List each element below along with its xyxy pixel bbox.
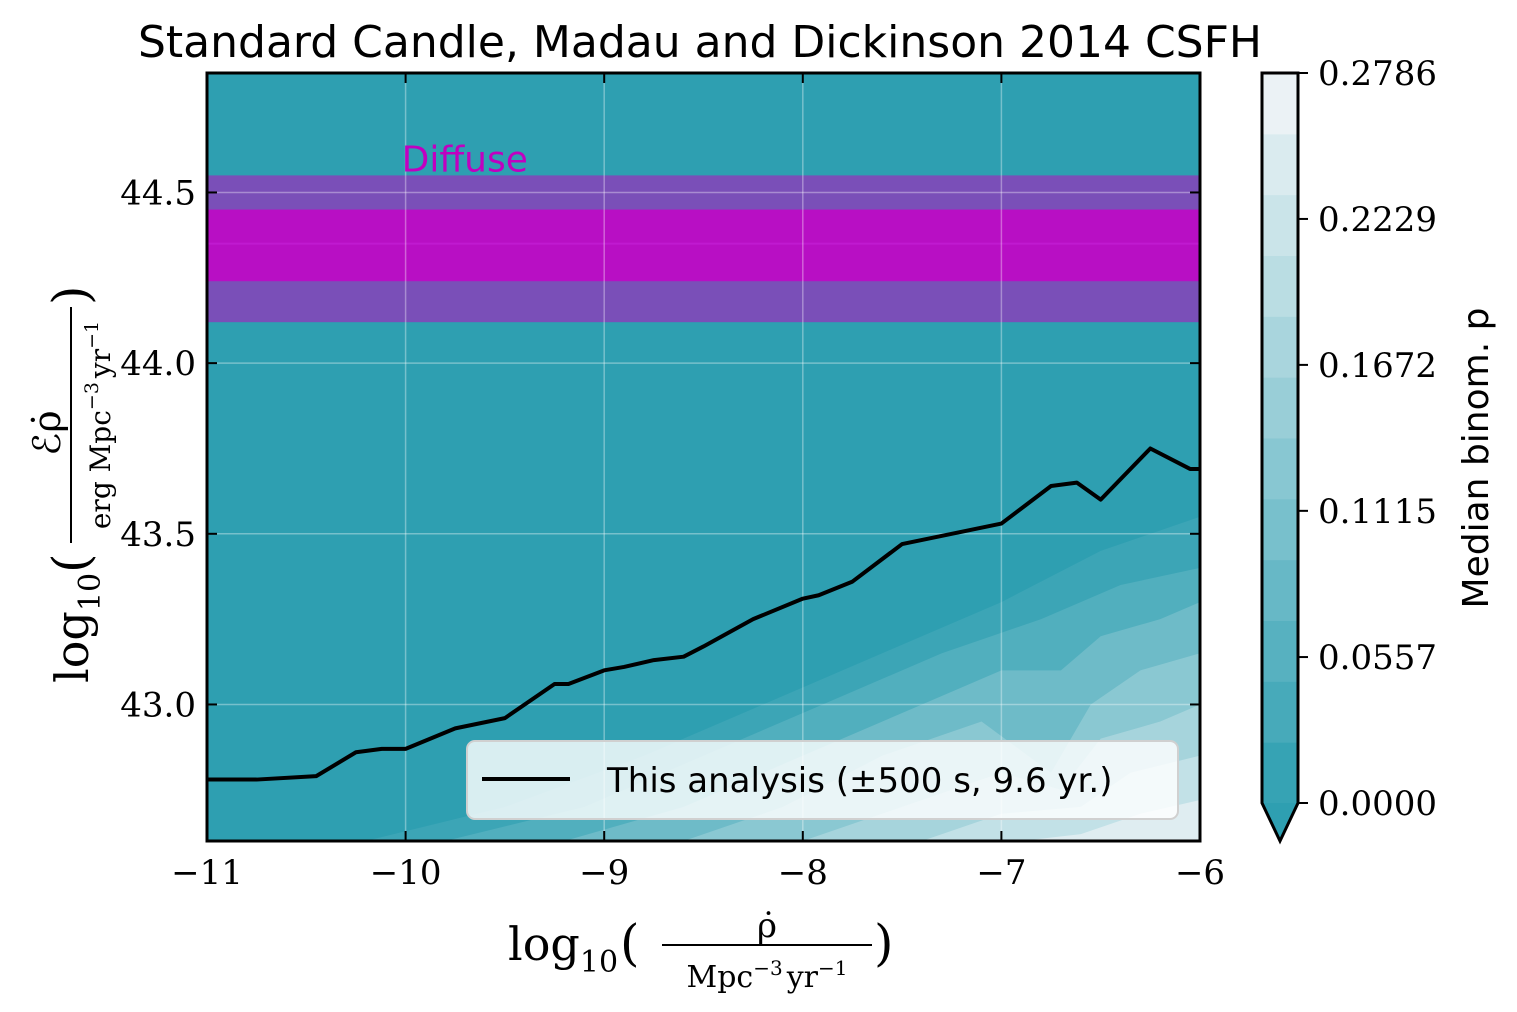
y-axis-label: log10 ( ℰρ̇ erg Mpc−3yr−1 ) xyxy=(25,285,117,683)
colorbar-segment-1 xyxy=(1262,681,1298,743)
colorbar-tick-label-1: 0.0557 xyxy=(1318,638,1437,678)
legend: This analysis (±500 s, 9.6 yr.) xyxy=(466,740,1179,820)
colorbar-segment-4 xyxy=(1262,498,1298,561)
xlabel-denominator: Mpc−3 yr−1 xyxy=(687,956,848,995)
x-tick-label-0: −11 xyxy=(171,853,243,893)
colorbar-segment-6 xyxy=(1262,377,1298,439)
colorbar-segment-3 xyxy=(1262,559,1298,621)
x-tick-label-4: −7 xyxy=(976,853,1026,893)
xlabel-open-paren: ( xyxy=(620,914,640,972)
contour-region-6 xyxy=(1021,800,1200,841)
colorbar-tick-label-4: 0.2229 xyxy=(1318,200,1437,240)
y-axis: 43.0 43.5 44.0 44.5 xyxy=(120,173,1200,725)
colorbar-segment-5 xyxy=(1262,438,1298,500)
y-tick-label-2: 44.0 xyxy=(120,344,196,384)
grid-layer xyxy=(207,73,1200,841)
colorbar-label: Median binom. p xyxy=(1456,308,1497,609)
y-tick-label-0: 43.0 xyxy=(120,685,196,725)
ylabel-close-paren: ) xyxy=(42,285,100,305)
colorbar-extend-triangle xyxy=(1262,803,1298,841)
series-layer xyxy=(207,446,1200,782)
colorbar-segment-11 xyxy=(1262,73,1298,135)
colorbar-tick-label-0: 0.0000 xyxy=(1318,784,1437,824)
colorbar-segment-7 xyxy=(1262,316,1298,378)
chart-title: Standard Candle, Madau and Dickinson 201… xyxy=(138,17,1262,68)
diffuse-annotation: Diffuse xyxy=(402,139,528,180)
xlabel-close-paren: ) xyxy=(874,914,894,972)
plot-frame xyxy=(205,71,1202,843)
colorbar-segments xyxy=(1262,73,1298,804)
colorbar-tick-label-5: 0.2786 xyxy=(1318,54,1437,94)
x-axis-label: log10 ( ρ̇ Mpc−3 yr−1 ) xyxy=(508,906,894,995)
colorbar-segment-8 xyxy=(1262,255,1298,317)
band-layer xyxy=(207,175,1200,323)
colorbar-segment-10 xyxy=(1262,133,1298,196)
ylabel-open-paren: ( xyxy=(42,553,100,573)
ylabel-denominator: erg Mpc−3yr−1 xyxy=(81,321,117,529)
x-tick-label-5: −6 xyxy=(1175,853,1225,893)
x-tick-label-3: −8 xyxy=(778,853,828,893)
x-tick-label-1: −10 xyxy=(370,853,442,893)
colorbar: 0.0000 0.0557 0.1115 0.1672 0.2229 0.2786 Med… xyxy=(1260,54,1497,845)
xlabel-log: log10 xyxy=(508,917,618,980)
colorbar-tick-label-3: 0.1672 xyxy=(1318,346,1437,386)
ylabel-log: log10 xyxy=(45,573,108,683)
diffuse-band-1 xyxy=(207,209,1200,282)
x-tick-label-2: −9 xyxy=(579,853,629,893)
colorbar-tick-label-2: 0.1115 xyxy=(1318,492,1437,532)
xlabel-numerator: ρ̇ xyxy=(757,906,777,946)
colorbar-segment-2 xyxy=(1262,620,1298,682)
colorbar-outline xyxy=(1260,71,1300,845)
colorbar-ticks: 0.0000 0.0557 0.1115 0.1672 0.2229 0.2786 xyxy=(1298,54,1437,824)
colorbar-segment-9 xyxy=(1262,194,1298,256)
legend-entry-label: This analysis (±500 s, 9.6 yr.) xyxy=(606,761,1112,801)
legend-box xyxy=(466,740,1179,820)
x-axis: −11 −10 −9 −8 −7 −6 xyxy=(171,73,1225,893)
y-tick-label-1: 43.5 xyxy=(120,515,196,555)
colorbar-segment-0 xyxy=(1262,742,1298,804)
series-line-0 xyxy=(207,446,1200,782)
y-tick-label-3: 44.5 xyxy=(120,173,196,213)
ylabel-numerator: ℰρ̇ xyxy=(25,410,69,455)
plot-area xyxy=(207,73,1200,841)
